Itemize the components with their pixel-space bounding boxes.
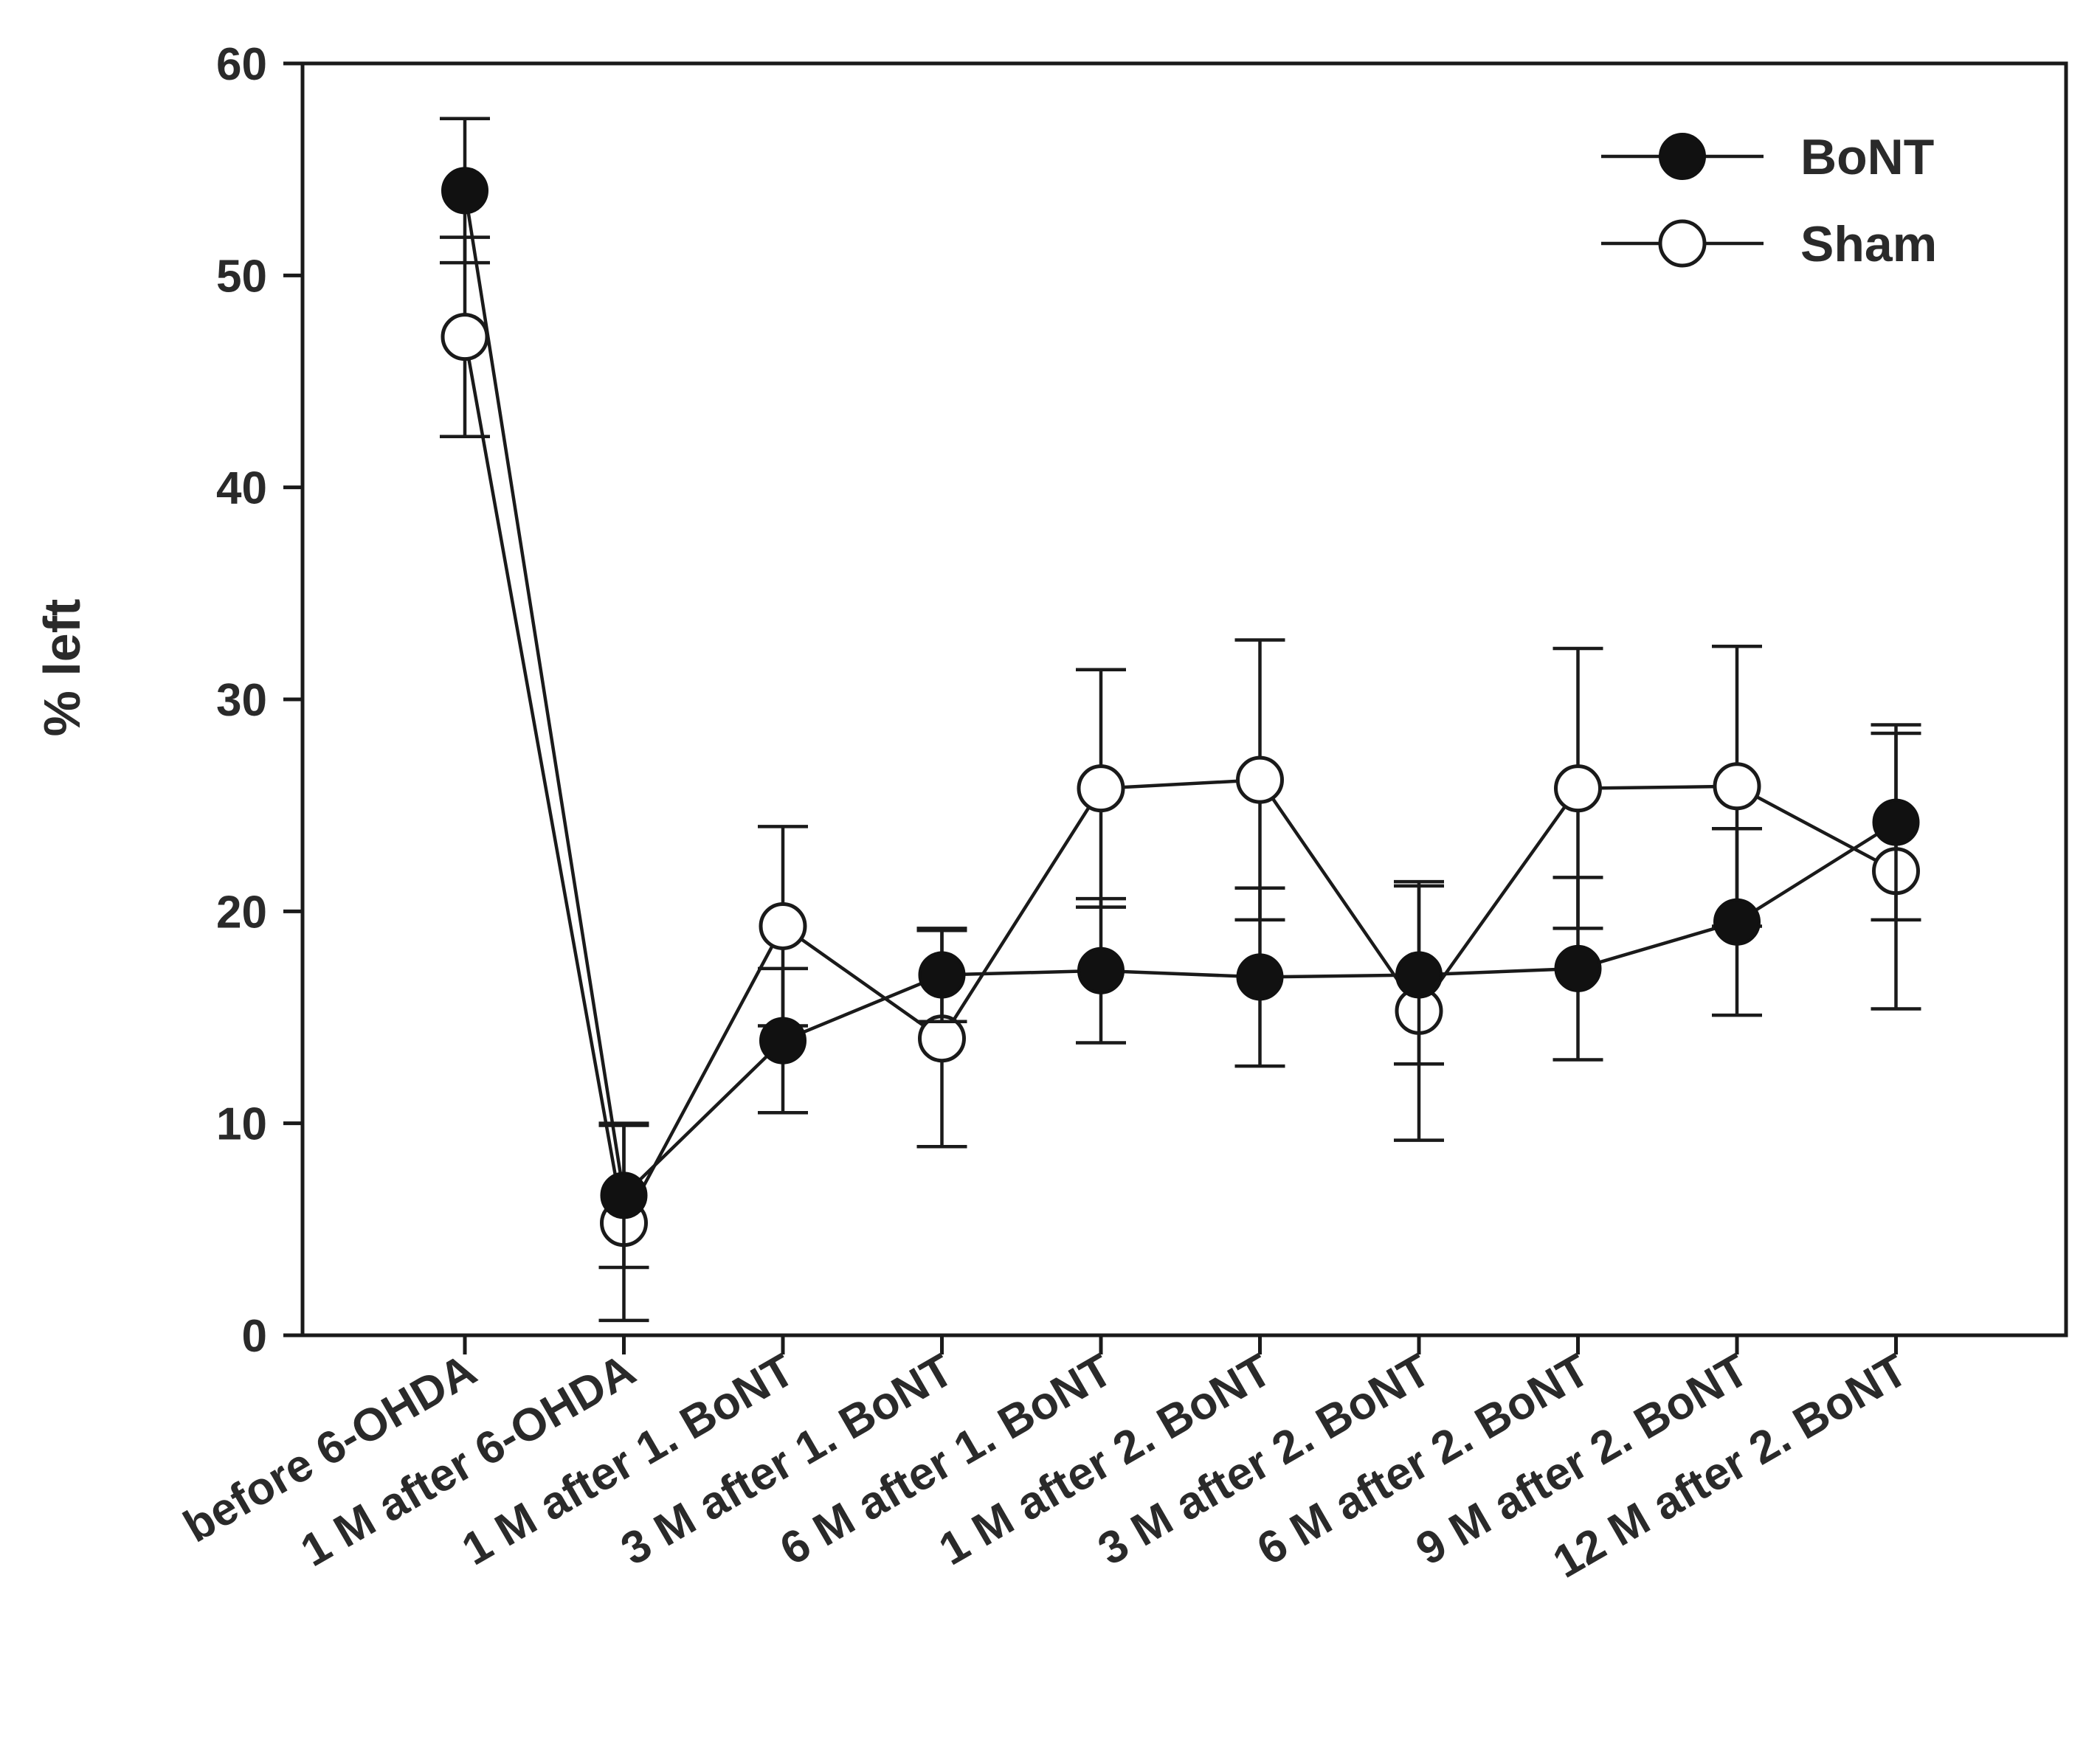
data-point <box>759 1017 807 1065</box>
data-point <box>1077 764 1125 813</box>
data-point <box>1713 762 1761 811</box>
legend: BoNT Sham <box>1601 129 1937 272</box>
y-axis-ticks: 0 10 20 30 40 50 60 <box>216 39 303 1362</box>
y-tick-label: 20 <box>216 887 267 938</box>
series-line <box>463 190 1897 1200</box>
series-line <box>463 336 1897 1228</box>
y-tick-label: 10 <box>216 1099 267 1150</box>
data-point <box>1713 898 1761 946</box>
data-point <box>441 313 489 361</box>
data-point <box>1554 764 1602 813</box>
data-point <box>759 902 807 950</box>
data-point <box>1395 951 1443 999</box>
data-point <box>1872 798 1920 846</box>
y-tick-label: 30 <box>216 675 267 726</box>
y-tick-label: 0 <box>242 1311 267 1362</box>
data-point <box>1554 944 1602 992</box>
y-tick-label: 60 <box>216 39 267 90</box>
legend-bont-marker <box>1659 133 1706 180</box>
data-point <box>1077 947 1125 994</box>
y-axis-title: % left <box>33 599 91 737</box>
series-bont <box>440 117 1921 1270</box>
data-point <box>1236 953 1284 1001</box>
legend-bont-label: BoNT <box>1800 129 1934 185</box>
plot-area <box>440 117 1921 1323</box>
data-point <box>441 167 488 215</box>
legend-sham-label: Sham <box>1800 216 1937 272</box>
legend-sham-marker <box>1658 219 1707 268</box>
y-tick-label: 50 <box>216 251 267 302</box>
y-tick-label: 40 <box>216 463 267 514</box>
data-point <box>1236 755 1284 804</box>
data-point <box>918 951 966 999</box>
data-point <box>600 1172 648 1219</box>
